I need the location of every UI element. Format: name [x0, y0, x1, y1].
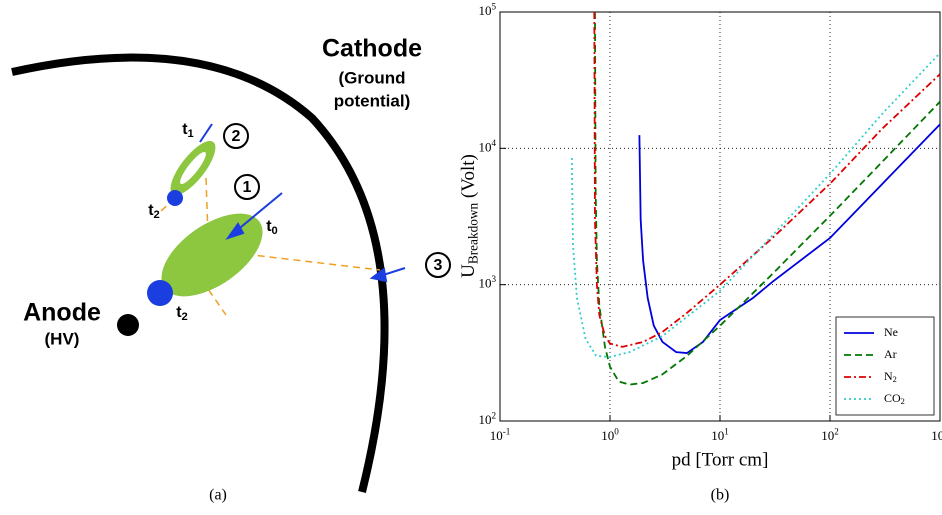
drift-arrows: [199, 123, 406, 283]
diagram: Cathode (Ground potential) Anode (HV) t1…: [11, 35, 451, 504]
legend-label: CO2: [884, 391, 905, 406]
marker-number: 3: [434, 257, 443, 274]
cathode-note: (Ground: [338, 68, 405, 87]
plot-frame: [499, 11, 941, 422]
cloud-hole: [180, 151, 206, 185]
x-axis-label: pd [Torr cm]: [672, 449, 769, 470]
x-tick-label: 100: [601, 427, 619, 443]
marker-number: 2: [232, 128, 241, 145]
time-label: t2: [176, 304, 188, 323]
cathode-arc: [11, 53, 389, 493]
caption: (a): [209, 487, 227, 504]
time-label: t0: [266, 218, 278, 237]
plot-lines: [570, 12, 940, 386]
time-label: t2: [148, 202, 160, 221]
marker-circles: [223, 123, 451, 278]
marker-number: 1: [243, 179, 252, 196]
y-axis-label: UBreakdown (Volt): [458, 154, 480, 278]
cathode-label: Cathode: [322, 35, 422, 63]
x-tick-label: 103: [931, 427, 942, 443]
legend-label: Ne: [884, 325, 898, 339]
anode-note: (HV): [45, 329, 80, 348]
y-tick-label: 103: [478, 274, 496, 290]
series-line: [638, 123, 940, 354]
x-tick-label: 102: [821, 427, 839, 443]
y-tick-label: 104: [478, 138, 496, 154]
y-tick-label: 102: [478, 411, 496, 427]
series-line: [570, 52, 940, 358]
legend-label: Ar: [884, 347, 897, 361]
x-tick-label: 101: [711, 427, 729, 443]
legend-label: N2: [884, 369, 897, 384]
anode-dot: [117, 314, 139, 336]
x-tick-label: 10-1: [490, 427, 511, 443]
y-tick-label: 105: [478, 2, 496, 18]
caption: (b): [711, 487, 730, 504]
electrons: [147, 190, 183, 306]
time-label: t1: [182, 121, 194, 140]
cathode-note: potential): [334, 91, 411, 110]
chart: pd [Torr cm] UBreakdown (Volt) (b) 10-1 1…: [458, 2, 942, 504]
series-line: [593, 12, 940, 348]
series-line: [594, 12, 940, 386]
anode-label: Anode: [23, 299, 101, 327]
